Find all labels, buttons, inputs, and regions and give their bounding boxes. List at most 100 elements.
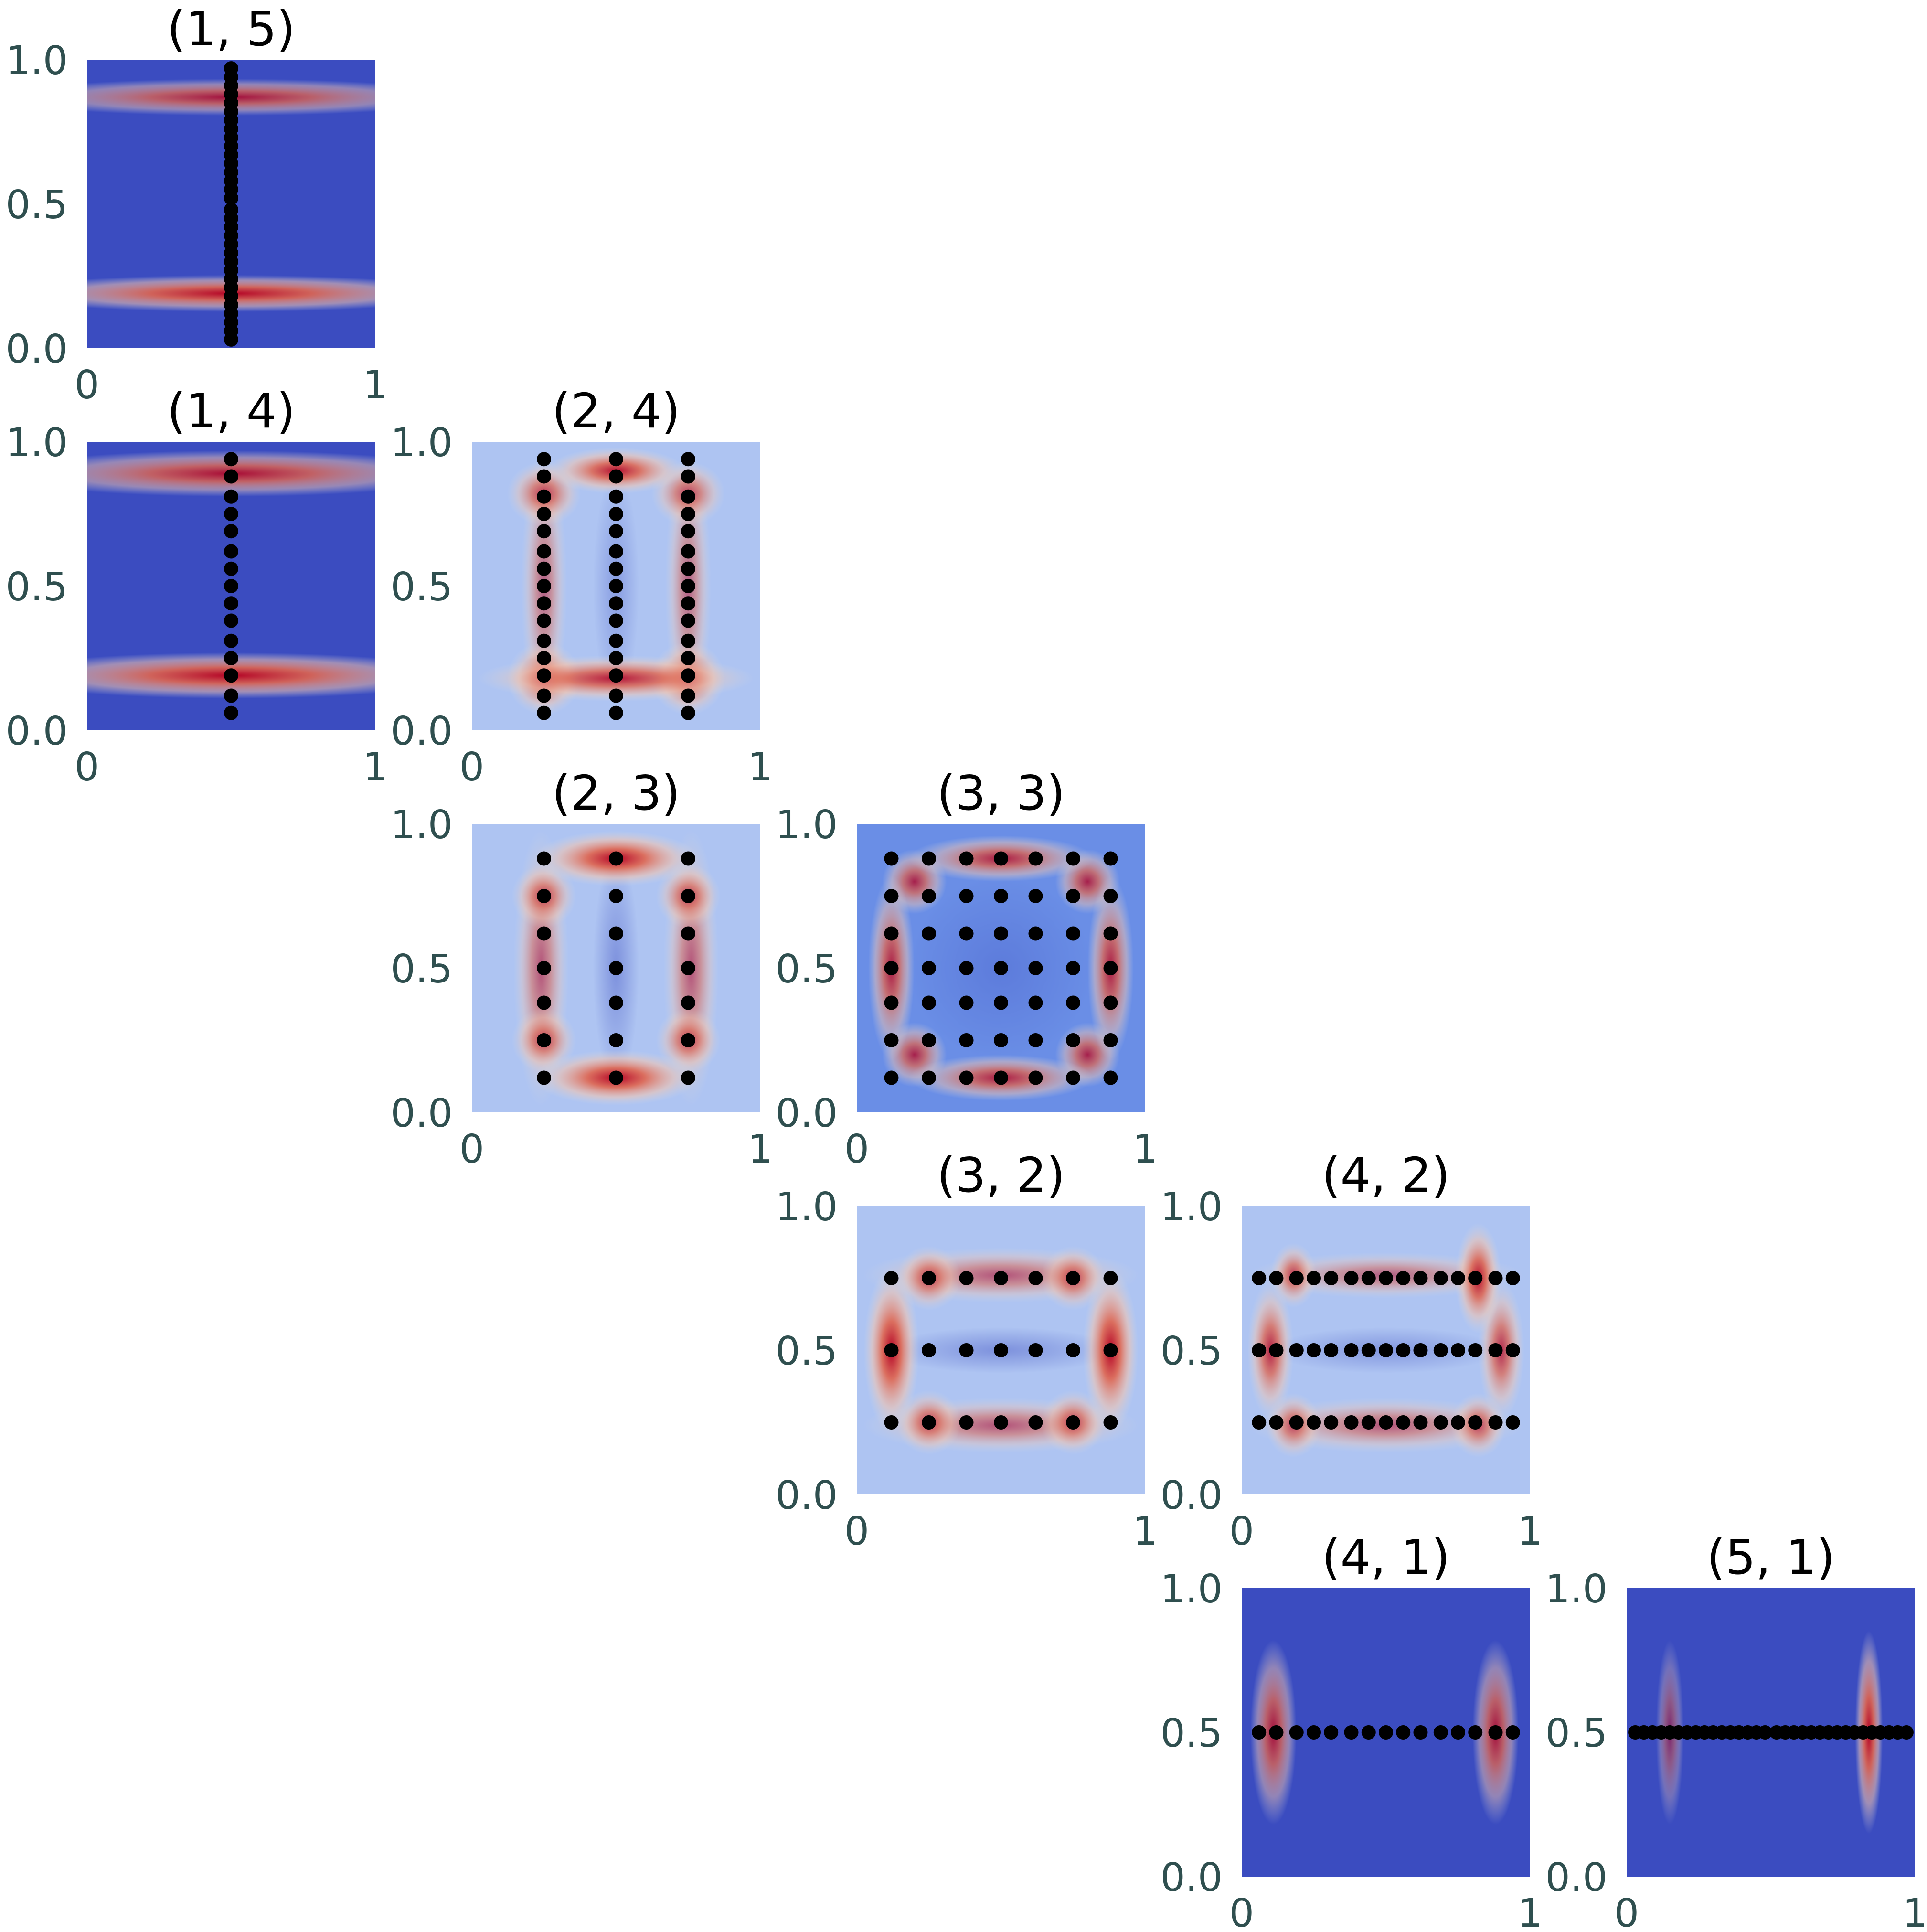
sample-point [1413,1415,1428,1430]
subplot: (2, 4) 0 1 0.0 0.5 1.0 [391,383,773,790]
y-tick-label: 0.5 [776,947,838,992]
sample-point [1324,1271,1339,1285]
sample-point [1505,1343,1520,1357]
sample-point [1066,995,1080,1010]
sample-point [224,561,238,576]
y-tick-label: 1.0 [776,802,838,848]
sample-point [959,961,974,975]
y-tick-label: 0.0 [6,327,68,372]
sample-point [1307,1271,1321,1285]
sample-point [609,688,623,703]
sample-point [1361,1415,1376,1430]
x-tick-label: 1 [748,1127,773,1172]
sample-point [537,961,551,975]
sample-point [884,1033,899,1047]
sample-point [1066,926,1080,941]
sample-point [537,889,551,903]
sample-point [537,1070,551,1085]
sample-point [537,489,551,504]
sample-point [537,651,551,665]
subplot-title: (2, 3) [552,765,681,821]
sample-point [1379,1271,1393,1285]
sample-point [609,995,623,1010]
sample-point [1324,1725,1339,1740]
y-tick-label: 1.0 [391,420,453,466]
sample-point [537,851,551,866]
sample-point [609,1033,623,1047]
sample-point [224,524,238,539]
sample-point [224,489,238,504]
sample-point [224,651,238,665]
y-tick-label: 1.0 [391,802,453,848]
sample-point [994,1070,1008,1085]
sample-point [1269,1415,1284,1430]
sample-point [681,1070,695,1085]
sample-point [609,452,623,467]
sample-point [1451,1271,1465,1285]
sample-point [1307,1343,1321,1357]
sample-point [609,851,623,866]
sample-point [884,1343,899,1357]
sample-point [609,1070,623,1085]
sample-point [1066,851,1080,866]
sample-point [609,579,623,593]
sample-point [224,613,238,628]
sample-point [1396,1343,1411,1357]
sample-point [1252,1725,1267,1740]
sample-point [224,469,238,484]
sample-point [1028,1070,1043,1085]
sample-point [1066,1343,1080,1357]
y-tick-label: 0.0 [776,1473,838,1518]
sample-point [994,961,1008,975]
sample-point [681,613,695,628]
x-tick-label: 1 [363,745,388,790]
y-tick-label: 0.5 [6,565,68,610]
sample-point [537,1033,551,1047]
sample-point [609,613,623,628]
sample-point [537,579,551,593]
sample-point [1028,889,1043,903]
sample-point [1413,1343,1428,1357]
sample-point [609,561,623,576]
x-tick-label: 0 [1229,1509,1254,1554]
sample-point [537,668,551,683]
sample-point [1252,1415,1267,1430]
sample-point [922,995,936,1010]
sample-point [609,889,623,903]
sample-point [884,1070,899,1085]
sample-point [1488,1271,1503,1285]
sample-point [994,1033,1008,1047]
sample-point [959,1070,974,1085]
sample-point [224,507,238,521]
sample-point [1028,1271,1043,1285]
sample-point [1413,1271,1428,1285]
sample-point [1066,1070,1080,1085]
x-tick-label: 1 [363,363,388,408]
x-tick-label: 1 [1518,1891,1543,1932]
sample-point [609,544,623,559]
sample-point [922,961,936,975]
sample-point [1324,1343,1339,1357]
sample-point [922,851,936,866]
y-tick-label: 1.0 [1545,1567,1608,1612]
sample-point [609,961,623,975]
sample-point [959,995,974,1010]
sample-point [681,851,695,866]
subplot: (2, 3) 0 1 0.0 0.5 1.0 [391,765,773,1172]
sample-point [537,995,551,1010]
subplot-title: (5, 1) [1707,1529,1835,1585]
sample-point [1344,1415,1359,1430]
sample-point [609,524,623,539]
y-tick-label: 0.5 [391,565,453,610]
sample-point [959,926,974,941]
sample-point [922,926,936,941]
sample-point [224,596,238,611]
sample-point [537,705,551,720]
sample-point [959,851,974,866]
sample-point [1028,995,1043,1010]
sample-point [959,889,974,903]
sample-point [1433,1271,1448,1285]
sample-point [681,1033,695,1047]
